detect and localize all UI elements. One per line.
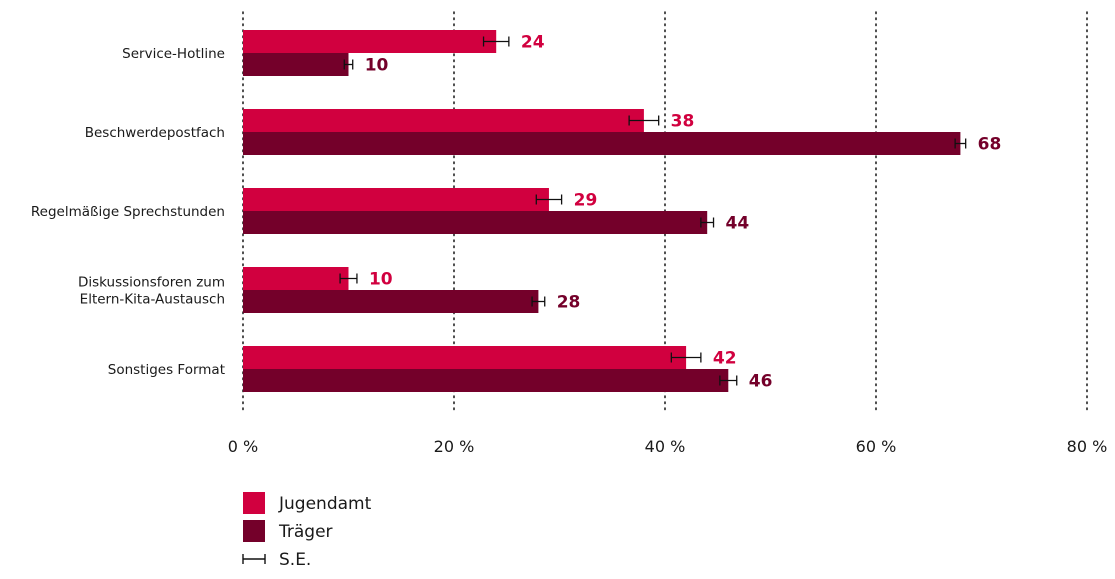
category-label: Diskussionsforen zum [78,275,225,291]
category-label: Eltern-Kita-Austausch [80,292,225,308]
data-label: 68 [978,135,1002,155]
bar-jugendamt [243,346,687,369]
data-label: 46 [749,372,773,392]
category-label: Regelmäßige Sprechstunden [31,204,225,220]
data-label: 44 [726,214,750,234]
x-tick-label: 80 % [1067,437,1108,456]
bar-jugendamt [243,109,644,132]
legend-label: Träger [278,522,333,542]
legend-label: Jugendamt [278,494,372,514]
legend-swatch-träger [243,520,265,542]
x-tick-label: 40 % [645,437,686,456]
data-label: 38 [671,112,695,132]
x-tick-label: 0 % [228,437,258,456]
bar-jugendamt [243,30,497,53]
category-label: Sonstiges Format [108,362,225,378]
category-label: Beschwerdepostfach [85,125,225,141]
bar-träger [243,211,708,234]
data-label: 10 [365,56,389,76]
bar-träger [243,132,961,155]
data-label: 42 [713,349,737,369]
data-label: 24 [521,33,545,53]
legend-swatch-jugendamt [243,492,265,514]
x-tick-label: 60 % [856,437,897,456]
bar-jugendamt [243,267,349,290]
bar-träger [243,369,729,392]
bar-träger [243,290,539,313]
legend-label: S.E. [279,550,311,570]
data-label: 29 [574,191,598,211]
category-label: Service-Hotline [122,46,225,62]
bar-träger [243,53,349,76]
data-label: 28 [557,293,581,313]
data-label: 10 [369,270,393,290]
x-tick-label: 20 % [434,437,475,456]
bar-jugendamt [243,188,549,211]
